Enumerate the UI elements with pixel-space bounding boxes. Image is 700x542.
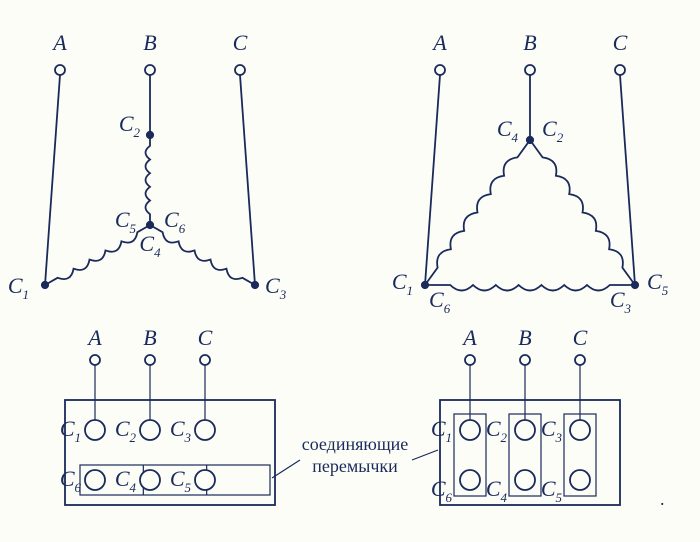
terminal-B [145, 65, 155, 75]
terminal-A [55, 65, 65, 75]
phase-label-A: A [431, 30, 447, 55]
phase-label-C: C [233, 30, 248, 55]
phase-label-A: A [51, 30, 67, 55]
terminal-C [615, 65, 625, 75]
terminal-B [525, 65, 535, 75]
svg-text:B: B [518, 325, 531, 350]
svg-text:A: A [461, 325, 477, 350]
phase-label-C: C [613, 30, 628, 55]
svg-text:B: B [143, 325, 156, 350]
caption-line1: соединяющие [302, 434, 409, 454]
caption-line2: перемычки [312, 456, 398, 476]
svg-text:A: A [86, 325, 102, 350]
terminal-C [235, 65, 245, 75]
phase-label-B: B [523, 30, 536, 55]
diagram-root: ABCC1C3C2C5C6C4ABCC4C2C1C6C5C3ABCC1C2C3C… [0, 0, 700, 542]
svg-text:C: C [573, 325, 588, 350]
terminal-A [435, 65, 445, 75]
svg-text:.: . [660, 489, 665, 509]
phase-label-B: B [143, 30, 156, 55]
svg-text:C: C [198, 325, 213, 350]
